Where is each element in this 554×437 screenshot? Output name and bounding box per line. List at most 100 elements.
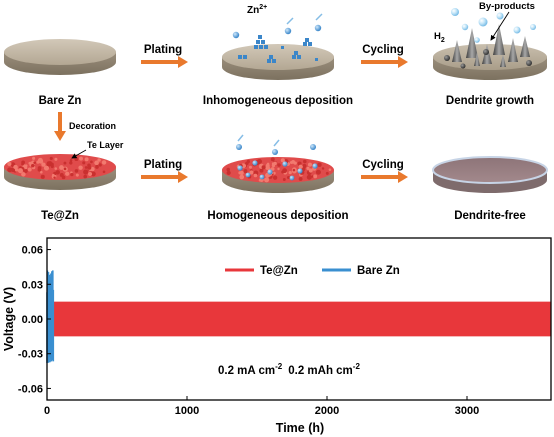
te-speck <box>79 156 83 161</box>
te-speck <box>280 158 285 163</box>
te-speck <box>21 172 26 177</box>
te-speck <box>90 160 93 164</box>
te-speck <box>298 176 303 181</box>
plating-label-2: Plating <box>144 159 182 171</box>
te-speck <box>273 161 277 166</box>
dendrite-growth-label: Dendrite growth <box>446 95 534 107</box>
x-axis-ticks: 0 1000 2000 3000 <box>44 396 479 417</box>
te-speck <box>54 157 58 161</box>
te-speck <box>102 170 106 174</box>
te-zn-disc <box>4 154 116 190</box>
te-speck <box>98 163 102 167</box>
te-speck <box>83 174 88 179</box>
te-speck <box>59 172 64 177</box>
te-speck <box>39 170 43 174</box>
te-speck <box>321 167 325 170</box>
byproducts-pointer <box>490 11 510 41</box>
te-zn-label: Te@Zn <box>41 210 79 222</box>
te-speck <box>69 161 73 165</box>
te-speck <box>277 167 280 171</box>
te-speck <box>59 165 64 170</box>
te-speck <box>307 162 313 167</box>
te-speck <box>261 165 266 170</box>
te-speck <box>83 169 89 175</box>
cycling-label-2: Cycling <box>362 159 404 171</box>
te-speck <box>313 174 318 179</box>
inhomogeneous-label: Inhomogeneous deposition <box>203 95 353 107</box>
te-speck <box>7 167 13 173</box>
y-tick-label: 0.06 <box>22 245 43 257</box>
byproducts-label: By-products <box>479 1 535 12</box>
te-speck <box>259 168 264 173</box>
te-speck <box>302 159 307 164</box>
te-speck <box>243 169 248 173</box>
cycling-arrow-1: Cycling <box>361 44 408 68</box>
te-speck <box>288 171 292 175</box>
zn-deposit-clusters <box>238 35 318 63</box>
te-layer-texture-2 <box>226 157 332 183</box>
decoration-label: Decoration <box>69 121 116 131</box>
te-speck <box>306 166 310 170</box>
y-tick-label: -0.06 <box>18 383 43 395</box>
x-tick-label: 1000 <box>175 405 199 417</box>
te-speck <box>325 171 329 175</box>
te-speck <box>37 166 42 170</box>
te-speck <box>249 170 254 175</box>
te-speck <box>273 175 278 180</box>
te-speck <box>265 163 270 168</box>
te-speck <box>38 159 44 164</box>
te-speck <box>55 170 60 175</box>
bare-zn-label: Bare Zn <box>39 95 82 107</box>
y-tick-label: 0.00 <box>22 314 43 326</box>
te-layer-pointer <box>71 149 87 159</box>
te-speck <box>28 161 32 165</box>
te-speck <box>94 160 99 166</box>
te-speck <box>253 173 258 178</box>
te-speck <box>311 175 314 178</box>
te-speck <box>65 171 70 176</box>
chart-marks <box>46 270 551 363</box>
te-speck <box>286 175 290 179</box>
te-speck <box>270 157 275 162</box>
te-speck <box>17 168 23 174</box>
te-layer-texture <box>7 156 107 180</box>
te-speck <box>84 157 89 162</box>
zn-ion-label: Zn2+ <box>247 4 267 16</box>
y-tick-label: 0.03 <box>22 279 43 291</box>
cycling-arrow-2: Cycling <box>361 159 408 183</box>
plating-arrow-1: Plating <box>141 44 188 68</box>
te-speck <box>95 165 99 169</box>
te-speck <box>293 161 297 165</box>
legend-label-te-zn: Te@Zn <box>260 265 298 277</box>
h2-label: H2 <box>434 31 445 44</box>
te-speck <box>63 161 67 165</box>
te-speck <box>49 156 53 160</box>
te-speck <box>51 173 55 177</box>
te-speck <box>315 169 321 175</box>
te-speck <box>239 174 245 180</box>
homogeneous-disc <box>222 157 334 193</box>
plating-label-1: Plating <box>144 44 182 56</box>
te-speck <box>226 170 231 175</box>
te-speck <box>13 164 18 170</box>
te-speck <box>43 165 50 171</box>
te-speck <box>317 162 322 168</box>
te-speck <box>78 165 83 170</box>
te-speck <box>36 160 40 164</box>
te-speck <box>53 176 56 179</box>
hydrogen-bubbles <box>451 8 536 43</box>
te-speck <box>75 173 79 177</box>
te-layer-label: Te Layer <box>87 140 124 150</box>
te-speck <box>258 178 262 182</box>
homogeneous-label: Homogeneous deposition <box>207 210 348 222</box>
te-speck <box>292 168 296 172</box>
x-tick-label: 0 <box>44 405 50 417</box>
dendrite-spikes <box>452 24 530 67</box>
te-speck <box>248 165 252 169</box>
te-speck <box>69 159 73 162</box>
dendrite-disc <box>433 24 547 80</box>
te-speck <box>41 162 46 167</box>
decoration-arrow: Decoration <box>54 112 116 141</box>
te-speck <box>54 167 58 170</box>
